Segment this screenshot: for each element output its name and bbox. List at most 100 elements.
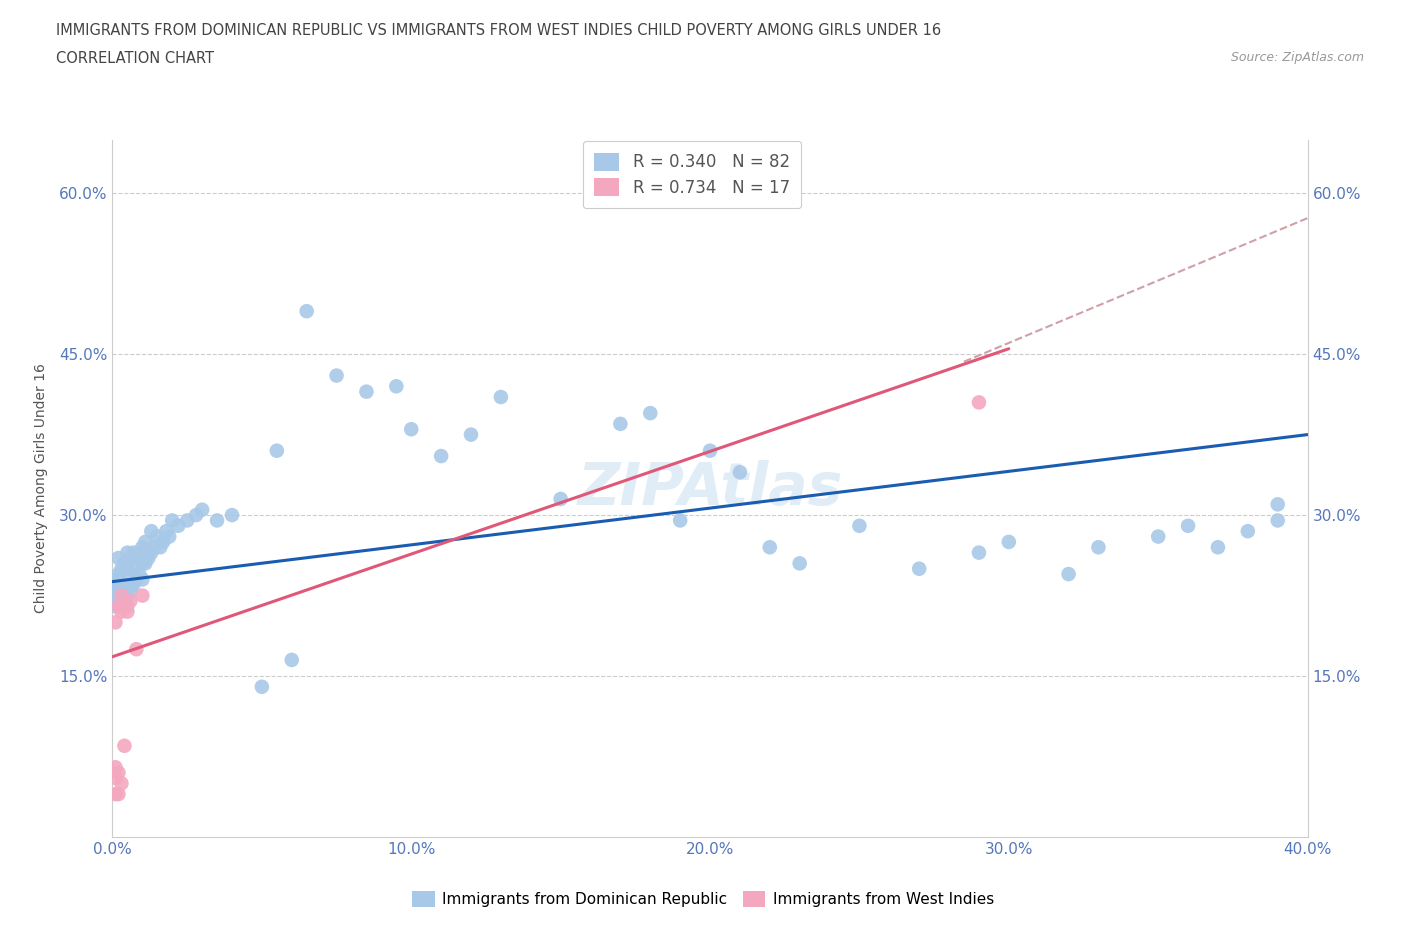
- Point: [131, 572, 153, 587]
- Legend: Immigrants from Dominican Republic, Immigrants from West Indies: Immigrants from Dominican Republic, Immi…: [405, 884, 1001, 913]
- Point: [122, 545, 145, 560]
- Point: [281, 653, 304, 668]
- Point: [104, 615, 127, 630]
- Point: [131, 539, 153, 554]
- Point: [110, 776, 132, 790]
- Point: [1147, 529, 1170, 544]
- Point: [104, 771, 127, 786]
- Point: [114, 583, 135, 598]
- Point: [967, 545, 990, 560]
- Point: [460, 427, 482, 442]
- Point: [638, 405, 662, 420]
- Point: [141, 545, 163, 560]
- Point: [143, 539, 166, 554]
- Point: [325, 368, 347, 383]
- Point: [114, 599, 135, 614]
- Point: [120, 593, 142, 608]
- Point: [489, 390, 512, 405]
- Point: [120, 583, 142, 598]
- Point: [1267, 497, 1289, 512]
- Point: [131, 588, 153, 603]
- Point: [117, 545, 139, 560]
- Point: [848, 518, 870, 533]
- Point: [125, 551, 148, 565]
- Point: [104, 588, 127, 603]
- Point: [356, 384, 378, 399]
- Point: [669, 513, 692, 528]
- Legend: R = 0.340   N = 82, R = 0.734   N = 17: R = 0.340 N = 82, R = 0.734 N = 17: [582, 140, 801, 208]
- Point: [967, 395, 990, 410]
- Point: [141, 524, 163, 538]
- Point: [152, 535, 174, 550]
- Point: [1237, 524, 1260, 538]
- Point: [104, 599, 127, 614]
- Point: [128, 566, 150, 581]
- Point: [110, 562, 132, 577]
- Point: [107, 787, 129, 802]
- Point: [266, 444, 288, 458]
- Point: [191, 502, 214, 517]
- Point: [162, 513, 183, 528]
- Point: [385, 379, 408, 393]
- Point: [1087, 539, 1109, 554]
- Point: [114, 593, 135, 608]
- Point: [295, 304, 318, 319]
- Point: [1057, 566, 1080, 581]
- Point: [114, 738, 135, 753]
- Point: [221, 508, 243, 523]
- Point: [104, 572, 127, 587]
- Point: [104, 760, 127, 775]
- Point: [167, 518, 190, 533]
- Point: [125, 572, 148, 587]
- Point: [131, 556, 153, 571]
- Point: [107, 599, 129, 614]
- Point: [205, 513, 228, 528]
- Point: [128, 545, 150, 560]
- Point: [120, 551, 142, 565]
- Point: [110, 599, 132, 614]
- Point: [1177, 518, 1199, 533]
- Point: [117, 572, 139, 587]
- Point: [699, 444, 721, 458]
- Point: [250, 679, 273, 694]
- Point: [134, 556, 156, 571]
- Point: [155, 524, 177, 538]
- Point: [110, 604, 132, 619]
- Point: [186, 508, 208, 523]
- Text: IMMIGRANTS FROM DOMINICAN REPUBLIC VS IMMIGRANTS FROM WEST INDIES CHILD POVERTY : IMMIGRANTS FROM DOMINICAN REPUBLIC VS IM…: [56, 23, 942, 38]
- Point: [908, 562, 931, 577]
- Text: Source: ZipAtlas.com: Source: ZipAtlas.com: [1230, 51, 1364, 64]
- Point: [728, 465, 751, 480]
- Point: [998, 535, 1021, 550]
- Point: [117, 562, 139, 577]
- Point: [146, 529, 169, 544]
- Point: [117, 604, 139, 619]
- Point: [157, 529, 180, 544]
- Point: [107, 551, 129, 565]
- Point: [107, 578, 129, 592]
- Point: [134, 535, 156, 550]
- Point: [125, 642, 148, 657]
- Point: [789, 556, 811, 571]
- Point: [117, 588, 139, 603]
- Point: [117, 599, 139, 614]
- Point: [1206, 539, 1229, 554]
- Point: [138, 551, 160, 565]
- Point: [149, 539, 172, 554]
- Point: [107, 593, 129, 608]
- Y-axis label: Child Poverty Among Girls Under 16: Child Poverty Among Girls Under 16: [34, 364, 48, 613]
- Point: [176, 513, 198, 528]
- Point: [122, 578, 145, 592]
- Point: [550, 492, 572, 507]
- Point: [401, 422, 423, 437]
- Point: [110, 588, 132, 603]
- Point: [609, 417, 631, 432]
- Text: ZIPAtlas: ZIPAtlas: [578, 459, 842, 517]
- Point: [107, 599, 129, 614]
- Text: CORRELATION CHART: CORRELATION CHART: [56, 51, 214, 66]
- Point: [430, 448, 453, 463]
- Point: [104, 583, 127, 598]
- Point: [107, 765, 129, 780]
- Point: [107, 566, 129, 581]
- Point: [114, 556, 135, 571]
